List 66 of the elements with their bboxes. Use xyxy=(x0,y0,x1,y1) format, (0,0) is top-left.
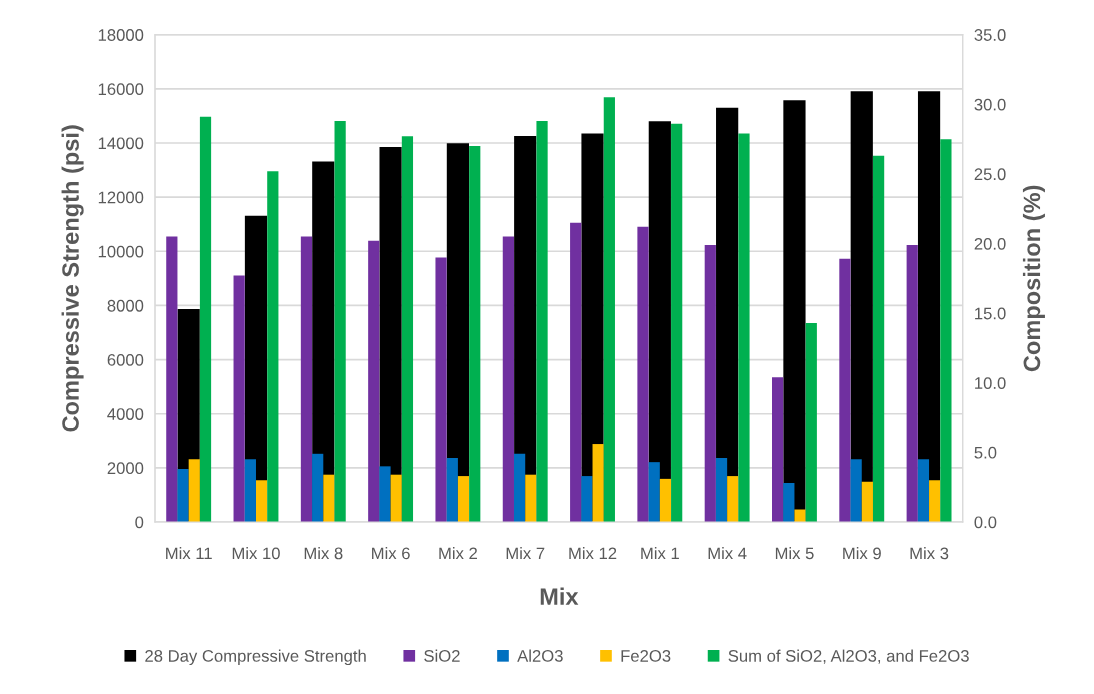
bar xyxy=(805,322,817,523)
y-axis-title: Compressive Strength (psi) xyxy=(61,125,84,432)
y-tick-label: 0 xyxy=(135,516,144,529)
legend-label: SiO2 xyxy=(424,649,460,662)
y2-axis-title: Composition (%) xyxy=(1022,185,1045,372)
bar xyxy=(446,457,458,523)
y2-tick-label: 30.0 xyxy=(974,98,1006,111)
bar xyxy=(188,459,200,523)
legend-label: 28 Day Compressive Strength xyxy=(145,649,366,666)
y-tick-label: 14000 xyxy=(98,137,144,150)
bar xyxy=(783,483,795,523)
y-tick-label: 4000 xyxy=(107,408,144,420)
bar xyxy=(323,474,335,523)
bar xyxy=(929,480,941,523)
x-tick-label: Mix 4 xyxy=(708,547,747,560)
bar xyxy=(917,459,930,523)
x-tick-label: Mix 1 xyxy=(641,547,679,560)
bar xyxy=(312,453,324,523)
x-tick-label: Mix 6 xyxy=(372,547,410,560)
bar xyxy=(457,476,470,523)
bar xyxy=(513,453,526,523)
y2-tick-label: 15.0 xyxy=(975,307,1006,320)
bar xyxy=(390,474,402,523)
bar xyxy=(850,459,862,523)
y2-tick-label: 5.0 xyxy=(974,446,997,459)
bar xyxy=(659,478,672,523)
x-tick-label: Mix 5 xyxy=(775,547,814,560)
y-tick-label: 10000 xyxy=(98,245,144,258)
bar xyxy=(648,462,660,523)
legend-label: Sum of SiO2, Al2O3, and Fe2O3 xyxy=(728,649,969,664)
y-tick-label: 6000 xyxy=(107,353,144,366)
x-tick-label: Mix 8 xyxy=(304,547,343,560)
bar xyxy=(525,474,537,523)
bar xyxy=(581,476,593,523)
bar xyxy=(794,509,806,523)
legend-label: Fe2O3 xyxy=(621,650,671,662)
x-tick-label: Mix 10 xyxy=(232,547,280,560)
bar xyxy=(715,457,728,523)
bar xyxy=(906,244,918,523)
bar xyxy=(727,476,739,523)
y-tick-label: 18000 xyxy=(98,29,144,41)
x-tick-label: Mix 9 xyxy=(843,547,881,560)
y2-tick-label: 25.0 xyxy=(974,168,1006,181)
y-tick-label: 2000 xyxy=(107,462,144,475)
y-tick-label: 12000 xyxy=(98,191,144,204)
x-tick-label: Mix 3 xyxy=(910,547,949,560)
bar xyxy=(839,258,851,523)
y-tick-label: 16000 xyxy=(98,83,144,96)
x-tick-label: Mix 12 xyxy=(569,547,617,560)
bar xyxy=(772,377,784,523)
legend-label: Al2O3 xyxy=(517,649,563,662)
bar xyxy=(255,480,268,523)
x-tick-label: Mix 2 xyxy=(439,547,477,560)
bar xyxy=(379,466,391,523)
bar xyxy=(177,469,189,523)
bar xyxy=(861,481,873,523)
x-tick-label: Mix 11 xyxy=(166,547,212,560)
y2-tick-label: 10.0 xyxy=(975,377,1006,389)
bar xyxy=(244,459,256,523)
x-axis-title: Mix xyxy=(540,587,579,605)
y2-tick-label: 20.0 xyxy=(974,237,1006,250)
x-tick-label: Mix 7 xyxy=(506,547,545,560)
bar xyxy=(592,444,604,523)
y-tick-label: 8000 xyxy=(107,299,144,312)
y2-tick-label: 35.0 xyxy=(974,29,1006,41)
y2-tick-label: 0.0 xyxy=(974,516,997,529)
